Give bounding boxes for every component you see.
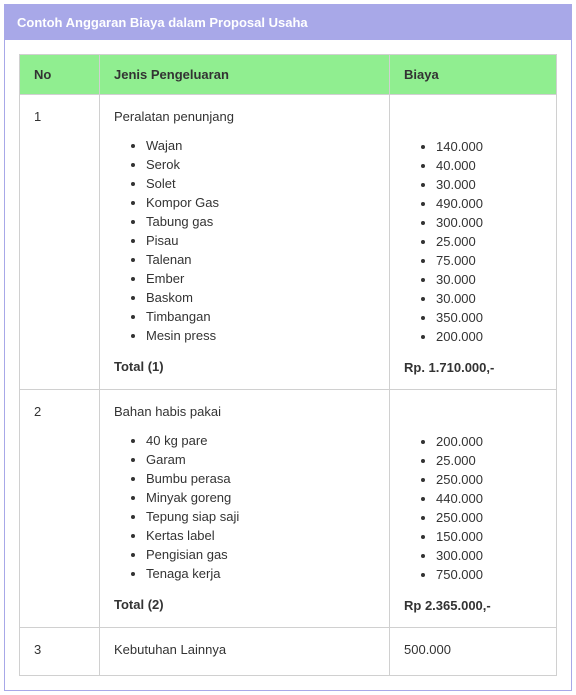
content-area: No Jenis Pengeluaran Biaya 1Peralatan pe… [5,40,571,690]
total-label: Total (2) [114,597,375,612]
cell-jenis: Kebutuhan Lainnya [100,628,390,676]
list-item: 200.000 [436,432,542,451]
list-item: 200.000 [436,327,542,346]
list-item: 25.000 [436,232,542,251]
list-item: 300.000 [436,213,542,232]
cost-list: 200.00025.000250.000440.000250.000150.00… [404,432,542,584]
list-item: 350.000 [436,308,542,327]
list-item: 490.000 [436,194,542,213]
list-item: 30.000 [436,175,542,194]
list-item: Timbangan [146,307,375,326]
item-list: WajanSerokSoletKompor GasTabung gasPisau… [114,136,375,345]
total-cost: Rp. 1.710.000,- [404,360,542,375]
list-item: 750.000 [436,565,542,584]
list-item: 250.000 [436,470,542,489]
list-item: 150.000 [436,527,542,546]
list-item: 140.000 [436,137,542,156]
cell-no: 2 [20,390,100,628]
list-item: Talenan [146,250,375,269]
list-item: Tenaga kerja [146,564,375,583]
cell-biaya: 200.00025.000250.000440.000250.000150.00… [390,390,557,628]
category-title: Peralatan penunjang [114,109,375,124]
list-item: 440.000 [436,489,542,508]
list-item: 250.000 [436,508,542,527]
table-body: 1 Peralatan penunjang WajanSerokSoletKompo… [20,95,557,676]
total-label: Total (1) [114,359,375,374]
cell-biaya: 500.000 [390,628,557,676]
budget-table: No Jenis Pengeluaran Biaya 1Peralatan pe… [19,54,557,676]
cell-jenis: Bahan habis pakai 40 kg pareGaramBumbu pe… [100,390,390,628]
list-item: Serok [146,155,375,174]
list-item: Tepung siap saji [146,507,375,526]
list-item: Ember [146,269,375,288]
header-no: No [20,55,100,95]
list-item: Baskom [146,288,375,307]
list-item: Bumbu perasa [146,469,375,488]
category-title: Bahan habis pakai [114,404,375,419]
header-biaya: Biaya [390,55,557,95]
budget-container: Contoh Anggaran Biaya dalam Proposal Usa… [4,4,572,691]
list-item: Tabung gas [146,212,375,231]
table-row: 3 Kebutuhan Lainnya 500.000 [20,628,557,676]
list-item: 30.000 [436,289,542,308]
total-cost: Rp 2.365.000,- [404,598,542,613]
cell-no: 1 [20,95,100,390]
item-list: 40 kg pareGaramBumbu perasaMinyak goreng… [114,431,375,583]
list-item: Kompor Gas [146,193,375,212]
list-item: 75.000 [436,251,542,270]
list-item: Solet [146,174,375,193]
list-item: 25.000 [436,451,542,470]
list-item: Wajan [146,136,375,155]
table-header-row: No Jenis Pengeluaran Biaya [20,55,557,95]
table-row: 1 Peralatan penunjang WajanSerokSoletKompo… [20,95,557,390]
header-jenis: Jenis Pengeluaran [100,55,390,95]
table-row: 2 Bahan habis pakai 40 kg pareGaramBumbu p… [20,390,557,628]
list-item: Pengisian gas [146,545,375,564]
cell-biaya: 140.00040.00030.000490.000300.00025.0007… [390,95,557,390]
list-item: Minyak goreng [146,488,375,507]
list-item: Mesin press [146,326,375,345]
category-title: Kebutuhan Lainnya [114,642,375,657]
simple-cost: 500.000 [404,642,542,657]
list-item: 40.000 [436,156,542,175]
cell-no: 3 [20,628,100,676]
list-item: Garam [146,450,375,469]
list-item: 40 kg pare [146,431,375,450]
list-item: 30.000 [436,270,542,289]
list-item: Kertas label [146,526,375,545]
list-item: Pisau [146,231,375,250]
list-item: 300.000 [436,546,542,565]
cost-list: 140.00040.00030.000490.000300.00025.0007… [404,137,542,346]
page-title: Contoh Anggaran Biaya dalam Proposal Usa… [5,5,571,40]
cell-jenis: Peralatan penunjang WajanSerokSoletKompor… [100,95,390,390]
